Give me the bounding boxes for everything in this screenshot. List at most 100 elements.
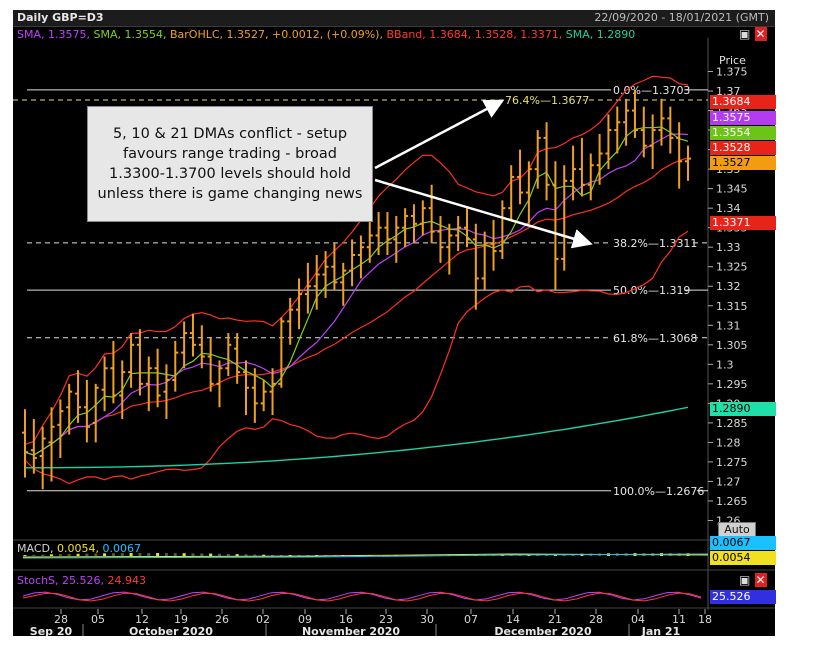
x-tick-label: 19 (174, 613, 188, 626)
x-month-label: November 2020 (302, 625, 400, 636)
x-tick-label: 16 (339, 613, 353, 626)
macd-histogram-bar (41, 554, 45, 556)
macd-histogram-bar (297, 555, 301, 556)
stoch-label: StochS, (17, 574, 63, 587)
fib-label-bg (611, 484, 697, 497)
price-tick-label: 1.305 (716, 339, 748, 352)
price-tick-label: 1.295 (716, 378, 748, 391)
legend-sma3[interactable]: SMA, 1.2890 (565, 28, 636, 41)
x-tick-label: 04 (631, 613, 645, 626)
price-tick-label: 1.28 (716, 436, 741, 449)
stoch-k-value: 25.526, (62, 574, 105, 587)
macd-histogram-bar (147, 553, 151, 556)
macd-histogram-bar (253, 554, 257, 556)
macd-value: 0.0054, (56, 542, 99, 555)
macd-legend: MACD, 0.0054, 0.0067 (17, 542, 141, 555)
macd-histogram-bar (138, 553, 142, 556)
annotation-callout: 5, 10 & 21 DMAs conflict - setup favours… (87, 106, 373, 222)
arrow-to-lower-level (374, 178, 593, 249)
price-tick-label: 1.33 (716, 241, 741, 254)
x-tick-label: 30 (420, 613, 434, 626)
price-tag: 1.3554 (710, 126, 776, 140)
x-tick-label: 02 (256, 613, 270, 626)
legend-bband[interactable]: BBand, 1.3684, 1.3528, 1.3371, (386, 28, 563, 41)
macd-histogram-bar (262, 554, 266, 556)
macd-histogram-bar (200, 553, 204, 556)
window-icon[interactable]: ▣ (739, 573, 751, 587)
x-tick-label: 23 (379, 613, 393, 626)
fib-label: 100.0%—1.2676 (613, 485, 704, 498)
macd-signal-line (22, 553, 709, 559)
date-range: 22/09/2020 - 18/01/2021 (GMT) (594, 11, 769, 24)
price-chart: 0.0%—1.3703 76.4%—1.3677 38.2%—1.3311 50.0%… (13, 38, 775, 636)
macd-label: MACD, (17, 542, 57, 555)
macd-histogram-bar (50, 554, 54, 556)
macd-histogram-bar (191, 553, 195, 556)
fib-label-bg (611, 236, 691, 249)
bband-upper-line (24, 75, 689, 445)
fib-label: 61.8%—1.3068 (613, 332, 697, 345)
macd-histogram-bar (103, 553, 107, 556)
price-tick-label: 1.37 (716, 85, 741, 98)
legend-barohlc[interactable]: BarOHLC, 1.3527, +0.0012, (+0.09%), (170, 28, 383, 41)
x-month-label: Sep 20 (30, 625, 73, 636)
macd-histogram-bar (235, 554, 239, 556)
price-tick-label: 1.275 (716, 456, 748, 469)
macd-histogram-bar (67, 553, 71, 556)
macd-histogram-bar (527, 554, 531, 556)
price-tick-label: 1.32 (716, 280, 741, 293)
macd-signal-value: 0.0067 (102, 542, 141, 555)
legend-sma2[interactable]: SMA, 1.3554, (93, 28, 167, 41)
x-tick-label: 21 (548, 613, 562, 626)
macd-histogram-bar (518, 555, 522, 556)
macd-histogram-bar (85, 553, 89, 556)
x-tick-label: 28 (589, 613, 603, 626)
x-month-label: December 2020 (494, 625, 592, 636)
x-tick-label: 12 (135, 613, 149, 626)
macd-histogram-bar (120, 553, 124, 556)
x-tick-label: 07 (464, 613, 478, 626)
fib-label-bg (611, 284, 685, 297)
price-tick-label: 1.265 (716, 495, 748, 508)
macd-histogram-bar (76, 553, 80, 556)
price-tick-label: 1.27 (716, 475, 741, 488)
macd-histogram-bar (182, 553, 186, 556)
x-month-label: October 2020 (129, 625, 213, 636)
macd-histogram-bar (306, 555, 310, 556)
title-bar: Daily GBP=D3 22/09/2020 - 18/01/2021 (GM… (13, 10, 775, 27)
price-tick-label: 1.375 (716, 66, 748, 79)
stoch-d-line (22, 592, 702, 602)
price-tick-label: 1.345 (716, 183, 748, 196)
indicator-legend: SMA, 1.3575, SMA, 1.3554, BarOHLC, 1.352… (17, 28, 635, 41)
legend-sma1[interactable]: SMA, 1.3575, (17, 28, 90, 41)
macd-histogram-bar (94, 553, 98, 556)
macd-histogram-bar (173, 553, 177, 556)
macd-histogram-bar (129, 553, 133, 556)
price-tag: 1.3527 (710, 156, 776, 170)
price-tag: 1.3575 (710, 111, 776, 125)
price-tick-label: 1.315 (716, 300, 748, 313)
x-tick-label: 14 (506, 613, 520, 626)
x-tick-label: 05 (91, 613, 105, 626)
close-icon[interactable]: ✕ (754, 573, 767, 587)
macd-histogram-bar (271, 554, 275, 556)
x-month-label: Jan 21 (641, 625, 680, 636)
window-icon[interactable]: ▣ (739, 27, 751, 41)
price-tag: 1.3684 (710, 95, 776, 109)
macd-tag-value: 0.0054 (710, 551, 776, 565)
macd-histogram-bar (288, 555, 292, 556)
fib-label: 38.2%—1.3311 (613, 237, 697, 250)
fib-label-bg (611, 331, 691, 344)
price-tag: 1.2890 (710, 402, 776, 416)
price-tag: 1.3371 (710, 216, 776, 230)
fib-label: 0.0%—1.3703 (613, 84, 690, 97)
fib-label-bg (503, 94, 583, 107)
price-tag: 1.3528 (710, 141, 776, 155)
stoch-tag: 25.526 (710, 590, 776, 604)
macd-histogram-bar (111, 553, 115, 556)
close-icon[interactable]: ✕ (754, 27, 767, 41)
macd-histogram-bar (279, 555, 283, 556)
fib-label: 50.0%—1.319 (613, 284, 690, 297)
chart-title: Daily GBP=D3 (17, 11, 104, 24)
fib-label: 76.4%—1.3677 (505, 94, 589, 107)
